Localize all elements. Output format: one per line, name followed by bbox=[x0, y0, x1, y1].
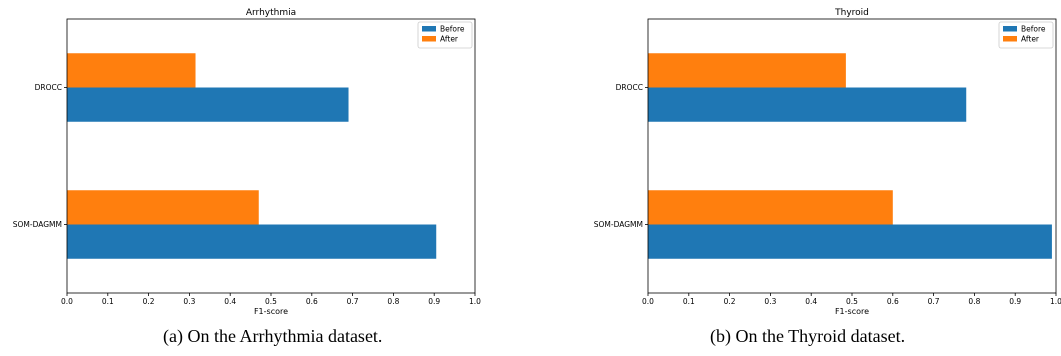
arrhythmia-xtick-label: 0.8 bbox=[387, 297, 399, 306]
arrhythmia-bar-after-drocc bbox=[67, 53, 196, 88]
thyroid-chart: SOM-DAGMM DROCC 0.0 0.1 0.2 0.3 0.4 0.5 0.6 0.7 0.… bbox=[594, 8, 1061, 316]
arrhythmia-title: Arrhythmia bbox=[246, 8, 296, 18]
arrhythmia-xlabel: F1-score bbox=[254, 307, 288, 316]
thyroid-xtick-label: 0.8 bbox=[968, 297, 980, 306]
thyroid-xtick-label: 0.1 bbox=[683, 297, 695, 306]
arrhythmia-chart: SOM-DAGMM DROCC 0.0 0.1 0.2 0.3 0.4 0.5 0.6 0.7 0.… bbox=[13, 8, 481, 316]
thyroid-xtick-label: 0.7 bbox=[928, 297, 940, 306]
arrhythmia-xtick-label: 0.5 bbox=[265, 297, 277, 306]
thyroid-xtick-label: 0.2 bbox=[724, 297, 736, 306]
arrhythmia-xtick-label: 0.9 bbox=[428, 297, 440, 306]
thyroid-ytick-label: DROCC bbox=[616, 83, 643, 92]
arrhythmia-legend-label-before: Before bbox=[440, 25, 465, 34]
arrhythmia-xtick-label: 0.1 bbox=[102, 297, 114, 306]
arrhythmia-xtick-label: 0.7 bbox=[347, 297, 359, 306]
caption-a: (a) On the Arrhythmia dataset. bbox=[163, 326, 383, 346]
arrhythmia-xtick-label: 1.0 bbox=[469, 297, 481, 306]
thyroid-ytick-label: SOM-DAGMM bbox=[594, 220, 643, 229]
arrhythmia-ytick-label: DROCC bbox=[35, 83, 62, 92]
thyroid-legend-swatch-after bbox=[1003, 36, 1017, 42]
arrhythmia-xtick-label: 0.4 bbox=[224, 297, 236, 306]
arrhythmia-bar-before-som-dagmm bbox=[67, 224, 437, 259]
arrhythmia-legend-swatch-after bbox=[422, 36, 436, 42]
thyroid-legend-label-before: Before bbox=[1021, 25, 1046, 34]
thyroid-bar-before-drocc bbox=[648, 87, 967, 122]
thyroid-xtick-label: 0.3 bbox=[764, 297, 776, 306]
thyroid-title: Thyroid bbox=[834, 8, 869, 18]
thyroid-xtick-label: 0.4 bbox=[805, 297, 817, 306]
thyroid-legend-label-after: After bbox=[1021, 35, 1040, 44]
arrhythmia-bar-before-drocc bbox=[67, 87, 349, 122]
arrhythmia-bar-after-som-dagmm bbox=[67, 190, 259, 225]
arrhythmia-xtick-label: 0.3 bbox=[183, 297, 195, 306]
thyroid-legend-swatch-before bbox=[1003, 26, 1017, 32]
thyroid-xtick-label: 0.6 bbox=[887, 297, 899, 306]
arrhythmia-xtick-label: 0.2 bbox=[143, 297, 155, 306]
thyroid-xtick-label: 0.5 bbox=[846, 297, 858, 306]
thyroid-bar-after-som-dagmm bbox=[648, 190, 893, 225]
thyroid-xlabel: F1-score bbox=[835, 307, 869, 316]
thyroid-xtick-label: 1.0 bbox=[1050, 297, 1061, 306]
arrhythmia-xtick-label: 0.0 bbox=[61, 297, 73, 306]
arrhythmia-ytick-label: SOM-DAGMM bbox=[13, 220, 62, 229]
arrhythmia-legend-swatch-before bbox=[422, 26, 436, 32]
arrhythmia-xtick-label: 0.6 bbox=[306, 297, 318, 306]
thyroid-bar-after-drocc bbox=[648, 53, 846, 88]
thyroid-bar-before-som-dagmm bbox=[648, 224, 1052, 259]
caption-b: (b) On the Thyroid dataset. bbox=[710, 326, 906, 346]
thyroid-xtick-label: 0.9 bbox=[1009, 297, 1021, 306]
arrhythmia-legend-label-after: After bbox=[440, 35, 459, 44]
thyroid-xtick-label: 0.0 bbox=[642, 297, 654, 306]
